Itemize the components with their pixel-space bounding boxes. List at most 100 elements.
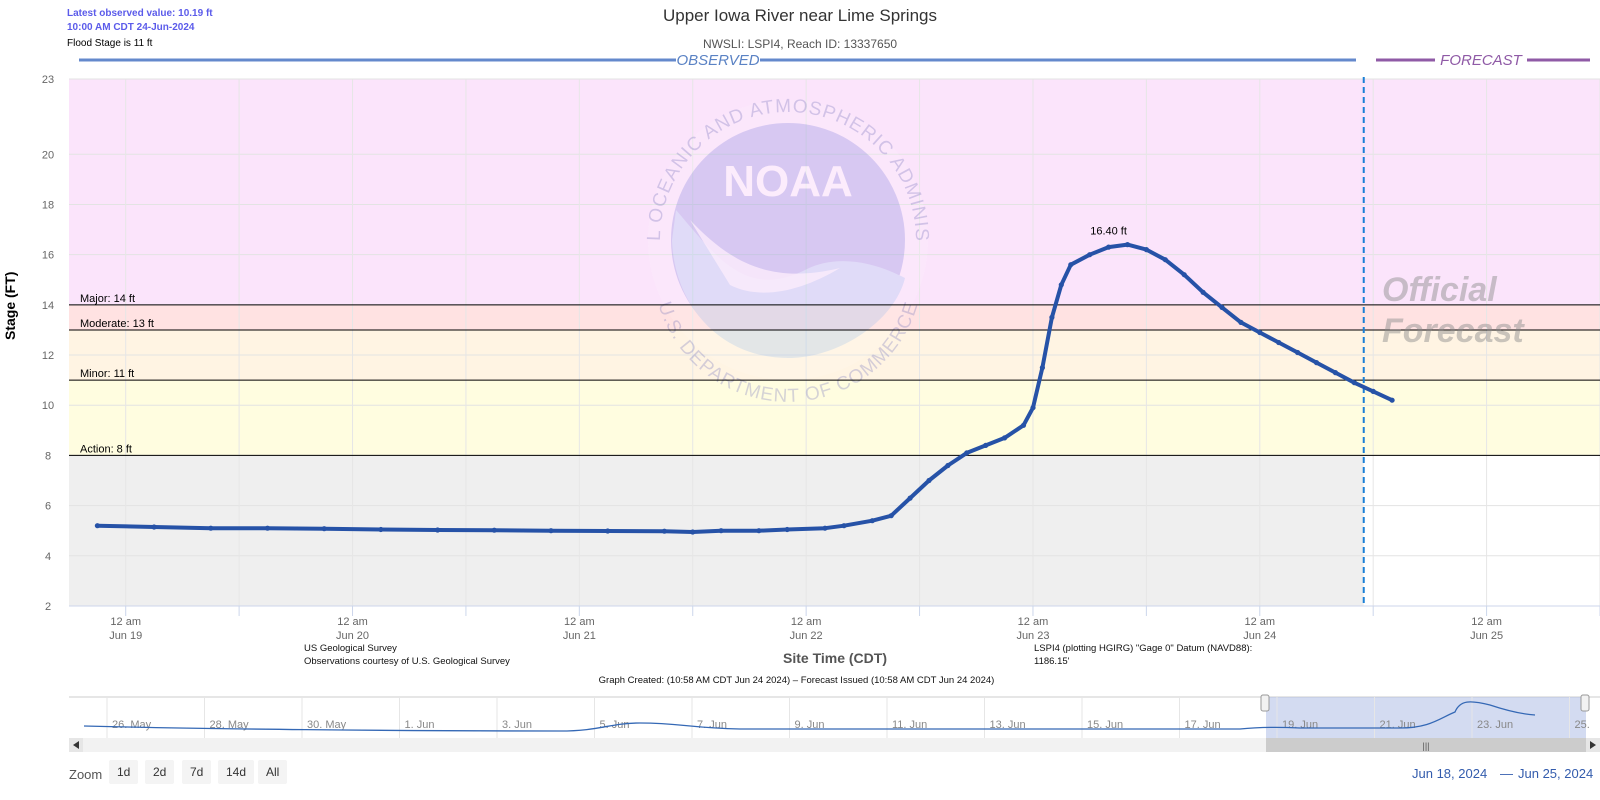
x-tick-label-date: Jun 24 bbox=[1243, 630, 1276, 642]
series-point bbox=[1313, 360, 1320, 366]
observed-series bbox=[94, 242, 1395, 535]
forecast-label: FORECAST bbox=[1440, 52, 1524, 69]
latest-observed-time: 10:00 AM CDT 24-Jun-2024 bbox=[67, 22, 195, 33]
series-point bbox=[983, 442, 989, 448]
section-headers: OBSERVED FORECAST bbox=[79, 52, 1590, 69]
series-point bbox=[1039, 365, 1045, 371]
series-point bbox=[822, 525, 828, 531]
x-tick-label-date: Jun 22 bbox=[790, 630, 823, 642]
series-point bbox=[1332, 370, 1338, 376]
navigator[interactable]: 26. May 28. May 30. May 1. Jun 3. Jun 5. Jun 7… bbox=[0, 690, 1600, 752]
navigator-label: 26. May bbox=[112, 719, 152, 731]
zoom-2d-button[interactable]: 2d bbox=[145, 760, 175, 784]
zoom-label: Zoom bbox=[69, 767, 103, 782]
credit-right-line-1: LSPI4 (plotting HGIRG) "Gage 0" Datum (N… bbox=[1034, 643, 1253, 654]
series-point bbox=[1295, 349, 1301, 356]
navigator-label: 13. Jun bbox=[990, 719, 1026, 731]
x-tick-label-date: Jun 21 bbox=[563, 630, 596, 642]
series-point bbox=[1181, 272, 1187, 278]
navigator-scrollbar-thumb[interactable] bbox=[1266, 738, 1586, 752]
chart-subtitle: NWSLI: LSPI4, Reach ID: 13337650 bbox=[702, 37, 898, 51]
range-from-input[interactable]: Jun 18, 2024 bbox=[1412, 766, 1488, 781]
series-point bbox=[378, 526, 384, 533]
series-point bbox=[907, 495, 913, 501]
navigator-selection[interactable] bbox=[1266, 697, 1586, 739]
y-axis-ticks: 2 4 6 8 10 12 14 16 18 20 23 bbox=[42, 74, 54, 613]
threshold-label-action: Action: 8 ft bbox=[80, 443, 132, 455]
x-tick-label-date: Jun 19 bbox=[109, 630, 142, 642]
x-tick-label-time: 12 am bbox=[1471, 616, 1502, 628]
x-tick-label-time: 12 am bbox=[110, 616, 141, 628]
series-point bbox=[491, 527, 497, 533]
navigator-label: 1. Jun bbox=[405, 719, 435, 731]
credit-left-line-2: Observations courtesy of U.S. Geological… bbox=[304, 656, 510, 667]
series-point bbox=[151, 524, 157, 530]
navigator-left-handle[interactable] bbox=[1260, 694, 1270, 712]
series-point bbox=[94, 523, 100, 529]
y-tick-label: 23 bbox=[42, 74, 54, 86]
series-point bbox=[926, 477, 932, 484]
flood-category-bands bbox=[69, 79, 1600, 606]
zoom-7d-button[interactable]: 7d bbox=[182, 760, 212, 784]
navigator-right-handle[interactable] bbox=[1580, 694, 1590, 712]
series-point bbox=[1049, 314, 1055, 320]
series-point bbox=[756, 528, 762, 534]
navigator-label: 7. Jun bbox=[697, 719, 727, 731]
range-separator: — bbox=[1500, 766, 1513, 781]
series-point bbox=[548, 528, 554, 534]
series-point bbox=[1002, 435, 1008, 441]
y-tick-label: 6 bbox=[45, 501, 51, 513]
credit-right: LSPI4 (plotting HGIRG) "Gage 0" Datum (N… bbox=[1034, 642, 1252, 668]
series-point bbox=[1124, 242, 1131, 248]
series-point bbox=[1162, 257, 1168, 263]
x-tick-label-date: Jun 25 bbox=[1470, 630, 1503, 642]
series-point bbox=[1219, 304, 1225, 310]
navigator-label: 17. Jun bbox=[1185, 719, 1221, 731]
series-point bbox=[964, 450, 970, 456]
navigator-label: 21. Jun bbox=[1380, 719, 1416, 731]
noaa-logo-text: NOAA bbox=[723, 157, 853, 206]
y-tick-label: 4 bbox=[45, 551, 51, 563]
zoom-14d-button[interactable]: 14d bbox=[218, 760, 255, 784]
y-tick-label: 20 bbox=[42, 149, 54, 161]
threshold-label-minor: Minor: 11 ft bbox=[80, 368, 134, 380]
range-to-input[interactable]: Jun 25, 2024 bbox=[1518, 766, 1594, 781]
series-point bbox=[208, 525, 214, 531]
navigator-scrollbar-track[interactable] bbox=[69, 738, 1600, 752]
series-point bbox=[605, 528, 611, 534]
scroll-right-arrow-icon bbox=[1590, 741, 1596, 749]
graph-created-note: Graph Created: (10:58 AM CDT Jun 24 2024… bbox=[598, 675, 995, 686]
band-action-1 bbox=[69, 380, 1600, 456]
navigator-label: 15. Jun bbox=[1087, 719, 1123, 731]
series-point bbox=[1030, 405, 1036, 411]
zoom-1d-button[interactable]: 1d bbox=[109, 760, 139, 784]
x-tick-label-time: 12 am bbox=[564, 616, 595, 628]
x-tick-label-date: Jun 20 bbox=[336, 630, 369, 642]
navigator-label: 11. Jun bbox=[892, 719, 927, 731]
scrollbar-grip-icon: ||| bbox=[1422, 741, 1429, 751]
navigator-label: 25. bbox=[1575, 719, 1590, 731]
band-major-4 bbox=[69, 79, 1600, 305]
peak-label: 16.40 ft bbox=[1090, 226, 1127, 238]
series-point bbox=[945, 462, 951, 469]
navigator-label: 30. May bbox=[307, 719, 347, 731]
y-tick-label: 10 bbox=[42, 400, 54, 412]
x-tick-label-time: 12 am bbox=[337, 616, 368, 628]
series-point bbox=[1058, 282, 1064, 288]
series-point bbox=[1257, 329, 1263, 336]
latest-observed-value: Latest observed value: 10.19 ft bbox=[67, 8, 213, 19]
series-point bbox=[888, 513, 894, 519]
navigator-label: 19. Jun bbox=[1282, 719, 1318, 731]
series-point bbox=[784, 526, 790, 533]
zoom-all-button[interactable]: All bbox=[258, 760, 288, 784]
series-point bbox=[1351, 380, 1357, 386]
y-axis-title: Stage (FT) bbox=[2, 271, 18, 340]
x-axis-ticks: 12 am Jun 19 12 am Jun 20 12 am Jun 21 12 am Ju… bbox=[109, 606, 1600, 642]
navigator-label: 9. Jun bbox=[795, 719, 825, 731]
series-point bbox=[1238, 319, 1244, 325]
series-point bbox=[1200, 289, 1206, 295]
credit-left-line-1: US Geological Survey bbox=[304, 643, 397, 654]
y-tick-label: 8 bbox=[45, 450, 51, 462]
x-tick-label-date: Jun 23 bbox=[1016, 630, 1049, 642]
